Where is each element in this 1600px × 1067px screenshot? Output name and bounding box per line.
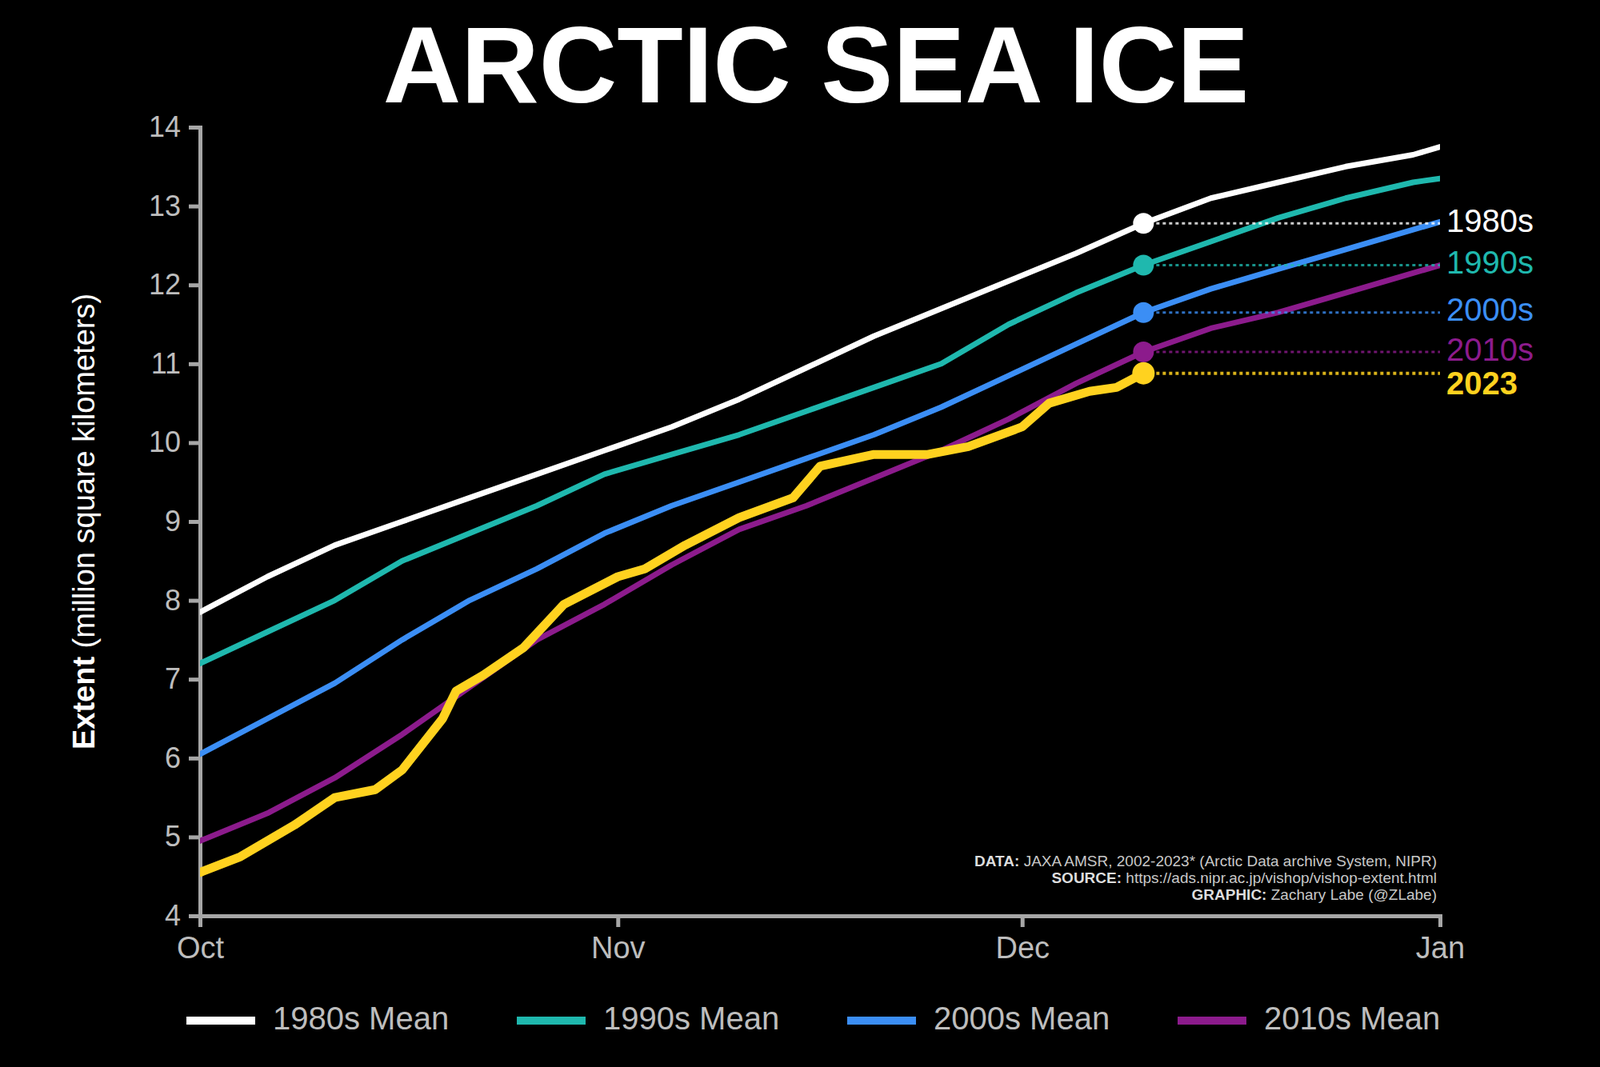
- title: ARCTIC SEA ICE: [383, 4, 1250, 126]
- x-tick-label: Oct: [176, 931, 225, 965]
- end-dot: [1132, 341, 1154, 363]
- y-tick-label: 9: [164, 504, 181, 538]
- x-tick-label: Jan: [1416, 931, 1465, 965]
- x-tick: Dec: [995, 916, 1050, 965]
- x-axis: Oct Nov Dec Jan: [176, 916, 1465, 965]
- source-note-text: https://ads.nipr.ac.jp/vishop/vishop-ext…: [1121, 869, 1437, 887]
- y-tick-mark: [188, 599, 200, 604]
- y-tick-mark: [188, 362, 200, 367]
- y-tick-label: 7: [164, 662, 181, 696]
- y-axis: 4 5 6 7 8 9 10 11 12 13 14: [148, 110, 201, 932]
- legend-label: 2000s Mean: [933, 1000, 1110, 1036]
- y-tick: 6: [164, 741, 200, 775]
- y-axis-label-rest: (million square kilometers): [67, 293, 101, 657]
- leader-line: [1143, 351, 1440, 354]
- y-tick: 10: [148, 425, 200, 459]
- y-tick-mark: [188, 283, 200, 288]
- source-note-label: DATA:: [974, 852, 1020, 870]
- leader-line: [1143, 264, 1440, 267]
- legend-label: 2010s Mean: [1264, 1000, 1440, 1036]
- y-tick-label: 12: [148, 268, 181, 301]
- y-tick-mark: [188, 835, 200, 840]
- source-note-label: GRAPHIC:: [1191, 886, 1267, 904]
- source-note-text: JAXA AMSR, 2002-2023* (Arctic Data archi…: [1019, 852, 1437, 870]
- y-tick: 12: [148, 268, 200, 301]
- y-tick: 9: [164, 504, 200, 538]
- series-line: [200, 221, 1440, 755]
- y-tick: 4: [164, 899, 200, 932]
- y-tick: 8: [164, 584, 200, 617]
- leader-line: [1143, 311, 1440, 314]
- x-tick-mark: [1438, 916, 1443, 928]
- y-tick-mark: [188, 204, 200, 209]
- x-tick-label: Nov: [591, 931, 646, 965]
- x-axis-line: [200, 916, 1441, 928]
- x-tick-mark: [616, 916, 620, 928]
- y-tick: 13: [148, 189, 200, 223]
- end-label: 1980s: [1446, 203, 1534, 239]
- plot-area: [200, 147, 1440, 873]
- source-note: DATA: JAXA AMSR, 2002-2023* (Arctic Data…: [974, 852, 1437, 870]
- y-tick: 5: [164, 820, 200, 853]
- y-tick-mark: [188, 914, 200, 919]
- chart: ARCTIC SEA ICE Extent (million square kil…: [0, 0, 1600, 1067]
- y-tick-label: 13: [148, 189, 181, 223]
- legend-swatch: [1177, 1016, 1247, 1025]
- series-line: [200, 265, 1440, 842]
- legend-item: 1990s Mean: [516, 1000, 780, 1036]
- y-tick-mark: [188, 520, 200, 524]
- y-tick-mark: [188, 440, 200, 445]
- y-tick: 14: [148, 110, 200, 144]
- leader-line: [1143, 372, 1440, 376]
- x-tick-label: Dec: [995, 931, 1050, 965]
- end-dot: [1132, 212, 1154, 234]
- y-axis-line: [188, 128, 201, 917]
- legend-swatch: [847, 1016, 916, 1025]
- end-labels: 1980s 1990s 2000s 2010s2023: [1446, 203, 1534, 401]
- x-tick-mark: [1020, 916, 1025, 928]
- legend-item: 2010s Mean: [1177, 1000, 1440, 1036]
- source-note-label: SOURCE:: [1051, 869, 1122, 887]
- y-tick-mark: [188, 125, 200, 130]
- y-tick-label: 10: [148, 425, 181, 459]
- background: [0, 0, 1600, 1067]
- legend-item: 1980s Mean: [186, 1000, 449, 1036]
- legend-swatch: [186, 1016, 256, 1025]
- y-axis-label-bold: Extent: [67, 656, 101, 750]
- y-tick-label: 6: [164, 741, 181, 775]
- highlight-end-dot: [1132, 362, 1155, 385]
- legend: 1980s Mean 1990s Mean 2000s Mean 2010s Mean: [186, 1000, 1440, 1036]
- end-dot: [1132, 302, 1154, 324]
- x-tick: Oct: [176, 916, 225, 965]
- y-tick: 11: [151, 347, 200, 380]
- y-axis-label: Extent (million square kilometers): [67, 293, 101, 750]
- leader-line: [1143, 222, 1440, 225]
- y-tick-mark: [188, 677, 200, 682]
- end-label: 2023: [1446, 365, 1518, 401]
- y-tick-label: 5: [164, 820, 181, 853]
- end-label: 1990s: [1446, 244, 1534, 280]
- end-label: 2000s: [1446, 292, 1534, 328]
- series-line: [200, 178, 1440, 664]
- end-label: 2010s: [1446, 332, 1534, 368]
- y-tick-label: 8: [164, 584, 181, 617]
- source-notes: DATA: JAXA AMSR, 2002-2023* (Arctic Data…: [974, 852, 1437, 904]
- x-tick: Jan: [1416, 916, 1465, 965]
- highlight-line: [200, 373, 1144, 873]
- source-note: GRAPHIC: Zachary Labe (@ZLabe): [1191, 886, 1437, 904]
- legend-label: 1990s Mean: [603, 1000, 780, 1036]
- x-tick: Nov: [591, 916, 646, 965]
- legend-label: 1980s Mean: [272, 1000, 449, 1036]
- end-dot: [1132, 255, 1154, 276]
- legend-item: 2000s Mean: [847, 1000, 1110, 1036]
- y-tick-label: 11: [151, 347, 181, 380]
- legend-swatch: [516, 1016, 586, 1025]
- source-note: SOURCE: https://ads.nipr.ac.jp/vishop/vi…: [1051, 869, 1437, 887]
- y-tick: 7: [164, 662, 200, 696]
- y-tick-label: 14: [148, 110, 181, 144]
- y-tick-label: 4: [164, 899, 181, 932]
- source-note-text: Zachary Labe (@ZLabe): [1266, 886, 1437, 904]
- series-line: [200, 147, 1440, 613]
- y-tick-mark: [188, 756, 200, 761]
